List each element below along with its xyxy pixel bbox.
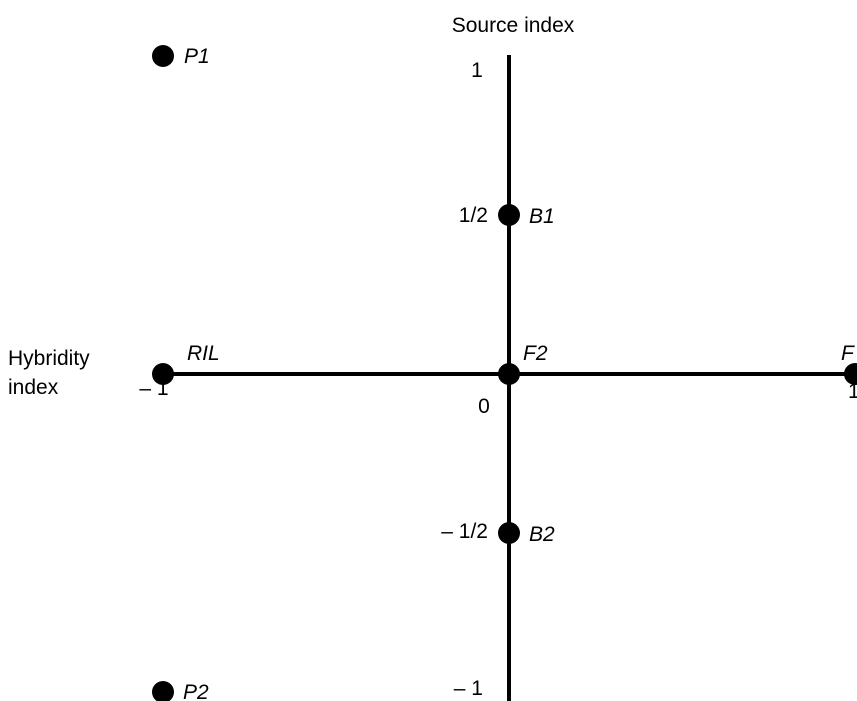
point-b1 (498, 204, 520, 226)
tick-origin: 0 (478, 395, 490, 418)
point-label-b2: B2 (529, 523, 555, 546)
point-label-f: F (841, 342, 855, 365)
point-b2 (498, 522, 520, 544)
y-axis-title: Source index (452, 14, 575, 37)
x-axis-title-line2: index (8, 376, 59, 399)
tick-y-half: 1/2 (459, 204, 488, 227)
point-label-ril: RIL (187, 342, 220, 365)
point-p2 (152, 681, 174, 701)
point-f (844, 363, 857, 385)
point-p1 (152, 45, 174, 67)
tick-y-neg-half: – 1/2 (441, 520, 488, 543)
point-label-f2: F2 (523, 342, 548, 365)
tick-y-bottom: – 1 (454, 677, 483, 700)
point-ril (152, 363, 174, 385)
tick-y-top: 1 (471, 59, 483, 82)
point-label-p1: P1 (184, 45, 210, 68)
x-axis-title-line1: Hybridity (8, 347, 90, 370)
points-layer: P1 B1 RIL F2 F B2 P2 (152, 45, 857, 701)
tick-x-right: 1 (848, 380, 857, 403)
point-label-b1: B1 (529, 205, 555, 228)
point-label-p2: P2 (183, 681, 209, 701)
point-f2 (498, 363, 520, 385)
